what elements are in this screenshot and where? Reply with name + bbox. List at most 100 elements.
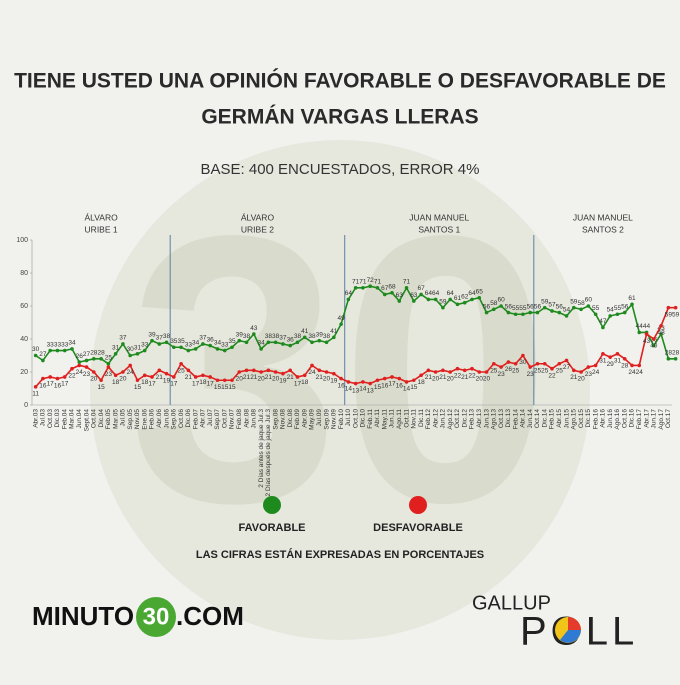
data-label: 13 xyxy=(352,387,360,394)
data-point xyxy=(455,366,460,371)
data-label: 64 xyxy=(425,290,433,297)
data-point xyxy=(608,314,612,318)
data-point xyxy=(135,352,140,356)
data-label: 59 xyxy=(665,311,673,318)
x-tick-label: Oct.10 xyxy=(352,409,359,429)
data-point xyxy=(462,300,467,305)
x-tick-label: Dic.06 xyxy=(185,409,192,428)
data-point xyxy=(237,338,242,343)
data-label: 19 xyxy=(330,377,338,384)
data-point xyxy=(615,352,620,356)
x-tick-label: Abr.12 xyxy=(432,409,439,428)
data-point xyxy=(499,304,503,308)
data-point xyxy=(579,370,583,374)
data-point xyxy=(535,361,540,366)
data-label: 47 xyxy=(599,318,607,325)
x-tick-label: Jul.10 xyxy=(345,409,352,427)
period-label: SANTOS 2 xyxy=(582,224,624,234)
data-point xyxy=(55,348,60,353)
brand-text: .COM xyxy=(176,601,244,631)
data-point xyxy=(33,353,38,358)
data-point xyxy=(164,371,169,376)
data-point xyxy=(48,375,52,379)
x-tick-label: Abr.13 xyxy=(476,409,483,428)
data-label: 59 xyxy=(439,298,447,305)
data-label: 23 xyxy=(527,371,535,378)
data-label: 20 xyxy=(257,376,265,383)
x-tick-label: Dic.16 xyxy=(629,409,636,428)
data-point xyxy=(426,297,431,302)
data-point xyxy=(193,375,198,379)
data-point xyxy=(550,366,554,371)
data-point xyxy=(193,347,198,351)
data-point xyxy=(157,342,162,346)
data-label: 54 xyxy=(563,307,571,314)
data-label: 16 xyxy=(381,382,389,389)
watermark: 30 xyxy=(129,156,552,581)
data-label: 30 xyxy=(519,359,527,366)
brand-circle xyxy=(136,597,176,637)
pollster-pie xyxy=(568,617,581,630)
data-label: 44 xyxy=(643,323,651,330)
x-tick-label: 2 Días después de jaque Jul.3 xyxy=(265,409,272,497)
period-label: ÁLVARO xyxy=(84,212,118,222)
data-label: 20 xyxy=(447,376,455,383)
data-point xyxy=(222,378,227,383)
data-point xyxy=(215,347,220,351)
x-tick-label: Abr.11 xyxy=(374,409,381,428)
data-point xyxy=(513,361,518,366)
x-tick-label: Abr.06 xyxy=(156,409,163,428)
data-label: 67 xyxy=(381,285,389,292)
data-point xyxy=(317,338,322,343)
data-point xyxy=(375,286,380,290)
x-tick-label: Oct.07 xyxy=(221,409,228,429)
data-point xyxy=(317,368,322,373)
data-point xyxy=(179,361,183,366)
data-label: 17 xyxy=(207,381,215,388)
data-label: 38 xyxy=(323,333,331,340)
data-label: 39 xyxy=(236,331,244,338)
data-point xyxy=(652,343,656,348)
data-label: 67 xyxy=(417,285,425,292)
data-label: 14 xyxy=(403,386,411,393)
x-tick-label: Jun.08 xyxy=(251,409,258,429)
x-tick-label: Nov.09 xyxy=(331,409,338,429)
x-tick-label: Dic.15 xyxy=(585,409,592,428)
data-point xyxy=(259,370,263,374)
data-point xyxy=(339,322,343,326)
data-label: 34 xyxy=(214,340,222,347)
data-point xyxy=(673,357,678,361)
data-label: 19 xyxy=(279,377,287,384)
data-point xyxy=(492,361,496,366)
data-point xyxy=(382,376,387,381)
data-point xyxy=(150,338,154,343)
data-point xyxy=(426,368,431,373)
data-point xyxy=(572,368,576,373)
data-point xyxy=(332,371,336,376)
data-point xyxy=(201,373,205,378)
data-label: 14 xyxy=(345,386,353,393)
x-tick-label: Feb.15 xyxy=(549,409,556,430)
y-tick-label: 40 xyxy=(20,336,28,343)
data-label: 24 xyxy=(308,369,316,376)
data-label: 23 xyxy=(497,371,505,378)
data-point xyxy=(310,363,314,368)
data-point xyxy=(484,370,489,374)
period-label: ÁLVARO xyxy=(241,212,275,222)
x-tick-label: Feb.07 xyxy=(192,409,199,430)
data-point xyxy=(513,312,518,317)
data-point xyxy=(70,366,74,371)
data-label: 26 xyxy=(505,366,513,373)
data-label: 28 xyxy=(621,363,629,370)
period-label: URIBE 2 xyxy=(241,224,274,234)
data-label: 60 xyxy=(585,297,593,304)
data-point xyxy=(506,310,511,315)
data-point xyxy=(659,324,663,328)
x-tick-label: Ago.12 xyxy=(447,409,454,430)
data-point xyxy=(484,310,489,315)
data-label: 36 xyxy=(287,336,295,343)
data-point xyxy=(281,342,285,346)
data-label: 34 xyxy=(257,340,265,347)
data-label: 22 xyxy=(548,372,556,379)
